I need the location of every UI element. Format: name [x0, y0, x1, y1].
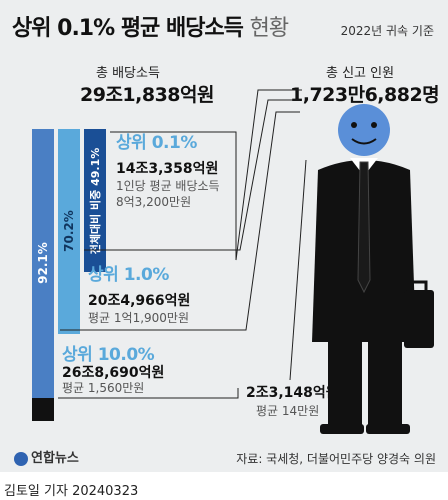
credit-line: 김토일 기자 20240323 — [4, 484, 139, 499]
tier-1-name: 상위 1.0% — [88, 265, 169, 285]
connector-top-1 — [84, 99, 300, 251]
connector-top-0-1 — [110, 89, 302, 261]
tier-1-sub1: 평균 1억1,900만원 — [88, 311, 190, 325]
tier-10-sub1: 평균 1,560만원 — [62, 381, 145, 395]
rest-amount: 2조3,148억원 — [246, 385, 339, 401]
figure-layer — [58, 89, 434, 434]
briefcase-icon — [404, 290, 434, 348]
bar-top-10: 92.1% — [32, 129, 54, 398]
person-head-icon — [338, 104, 390, 156]
total-reports-value: 1,723만6,882명 — [290, 84, 440, 106]
connector-top-10 — [60, 111, 300, 331]
connector-rest-2 — [289, 159, 307, 381]
basis-note: 2022년 귀속 기준 — [340, 24, 434, 38]
rest-sub: 평균 14만원 — [256, 404, 320, 418]
bar-top-0-1: 전체대비 비중 49.1% — [84, 129, 106, 273]
tier-10-name: 상위 10.0% — [62, 345, 155, 365]
tier-0-1-amount: 14조3,358억원 — [116, 161, 219, 177]
bar-top-1: 70.2% — [58, 129, 80, 335]
tier-0-1-sub2: 8억3,200만원 — [116, 195, 192, 209]
chart-title: 상위 0.1% 평균 배당소득 현황 — [12, 16, 289, 41]
tier-10-amount: 26조8,690억원 — [62, 365, 165, 381]
total-dividend-value: 29조1,838억원 — [80, 84, 214, 106]
bar-rest — [32, 398, 54, 422]
tier-1-amount: 20조4,966억원 — [88, 293, 191, 309]
total-dividend-label: 총 배당소득 — [96, 66, 160, 81]
tier-0-1-sub1: 1인당 평균 배당소득 — [116, 179, 220, 193]
tier-0-1-name: 상위 0.1% — [116, 133, 197, 153]
connector-rest — [58, 388, 239, 399]
source-note: 자료: 국세청, 더불어민주당 양경숙 의원 — [236, 452, 436, 466]
yonhap-logo: 연합뉴스 — [14, 447, 79, 466]
total-reports-label: 총 신고 인원 — [326, 66, 395, 81]
